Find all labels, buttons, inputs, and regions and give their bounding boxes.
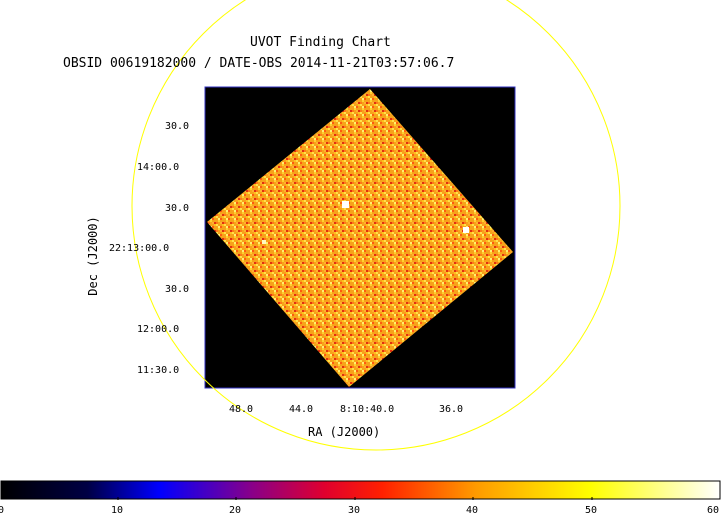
dec-tick-label: 14:00.0 (137, 162, 180, 173)
fov-circle (131, 0, 621, 451)
colorbar-tick-label: 40 (466, 505, 479, 516)
colorbar (0, 480, 721, 500)
ra-tick-label: 8:10:40.0 (340, 404, 395, 415)
dec-tick-label: 11:30.0 (137, 365, 180, 376)
ra-tick-label: 48.0 (229, 404, 254, 415)
source-marker (463, 227, 469, 233)
colorbar-tick-label: 30 (348, 505, 361, 516)
dec-tick-label: 30.0 (165, 284, 190, 295)
exposure-region (207, 89, 513, 387)
dec-tick-label: 30.0 (165, 203, 190, 214)
ra-tick-label: 44.0 (289, 404, 314, 415)
chart-title: UVOT Finding Chart (250, 35, 391, 50)
ra-tick-label: 36.0 (439, 404, 464, 415)
colorbar-ticks (117, 497, 593, 500)
dec-tick-label: 30.0 (165, 121, 190, 132)
colorbar-tick-label: 60 (707, 505, 720, 516)
source-marker (262, 240, 266, 244)
dec-tick-label: 22:13:00.0 (109, 243, 170, 254)
colorbar-tick-label: 10 (111, 505, 124, 516)
source-marker (342, 201, 349, 208)
dec-tick-label: 12:00.0 (137, 324, 180, 335)
x-axis-label: RA (J2000) (308, 425, 381, 439)
colorbar-tick-label: 50 (585, 505, 598, 516)
chart-subtitle: OBSID 00619182000 / DATE-OBS 2014-11-21T… (63, 56, 455, 71)
colorbar-tick-label: 0 (0, 505, 5, 516)
y-axis-label: Dec (J2000) (86, 216, 100, 296)
colorbar-tick-label: 20 (229, 505, 242, 516)
